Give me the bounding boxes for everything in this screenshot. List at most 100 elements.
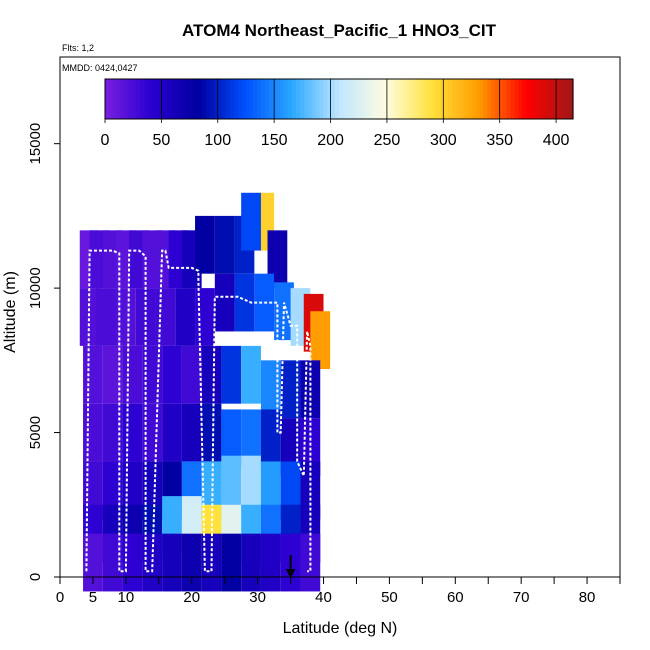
heatmap-cell — [175, 288, 196, 346]
colorbar-swatch — [502, 79, 508, 119]
colorbar-swatch — [331, 79, 336, 119]
heatmap-cell — [280, 360, 301, 419]
colorbar-tick-label: 350 — [486, 132, 513, 149]
colorbar-swatch — [487, 79, 492, 119]
colorbar-swatch — [389, 79, 395, 119]
colorbar-swatch — [116, 79, 122, 119]
heatmap-cell — [300, 533, 321, 592]
colorbar-swatch — [409, 79, 414, 119]
colorbar-swatch — [491, 79, 496, 119]
heatmap-cell — [214, 273, 235, 332]
colorbar-swatch — [440, 79, 445, 119]
colorbar-swatch — [319, 79, 324, 119]
colorbar-swatch — [151, 79, 157, 119]
x-axis-tick-label: 10 — [118, 589, 135, 606]
colorbar-swatch — [459, 79, 465, 119]
heatmap-cell — [241, 345, 261, 404]
x-axis: 0 5 10 20 30 40 50 60 70 80 — [56, 577, 621, 606]
colorbar-tick-label: 200 — [317, 132, 344, 149]
heatmap-cell — [201, 403, 222, 462]
colorbar-swatch — [155, 79, 161, 119]
y-axis-label: Altitude (m) — [2, 271, 19, 353]
colorbar-swatch — [268, 79, 274, 119]
colorbar-swatch — [358, 79, 363, 119]
x-axis-tick-label: 30 — [249, 589, 266, 606]
plot-frame — [59, 56, 621, 578]
heatmap-cell — [102, 403, 123, 462]
colorbar-swatch — [284, 79, 289, 119]
colorbar-tick-label: 250 — [374, 132, 401, 149]
colorbar-swatch — [420, 79, 426, 119]
x-axis-tick-label: 50 — [381, 589, 398, 606]
heatmap-cell — [310, 311, 331, 369]
x-axis-tick-label: 70 — [513, 589, 530, 606]
heatmap-cell — [241, 455, 261, 514]
colorbar-swatch — [522, 79, 527, 119]
colorbar-swatch — [417, 79, 422, 119]
colorbar-swatch — [136, 79, 141, 119]
colorbar-swatch — [214, 79, 219, 119]
y-axis-tick-label: 15000 — [27, 123, 44, 165]
colorbar-swatch — [428, 79, 434, 119]
colorbar-swatch — [327, 79, 332, 119]
colorbar-swatch — [405, 79, 410, 119]
colorbar-swatch — [514, 79, 519, 119]
colorbar-swatch — [456, 79, 461, 119]
colorbar-swatch — [218, 79, 223, 119]
heatmap-cell — [221, 409, 242, 468]
colorbar-swatch — [366, 79, 371, 119]
colorbar-swatch — [292, 79, 297, 119]
colorbar-swatch — [432, 79, 438, 119]
colorbar-swatch — [569, 79, 574, 119]
x-axis-tick-label: 80 — [579, 589, 596, 606]
colorbar-swatch — [144, 79, 149, 119]
heatmap-cell — [195, 215, 215, 274]
colorbar-swatch — [354, 79, 360, 119]
colorbar-swatch — [190, 79, 196, 119]
colorbar-swatch — [280, 79, 285, 119]
colorbar-swatch — [561, 79, 566, 119]
heatmap-cell — [234, 273, 255, 332]
colorbar-swatch — [175, 79, 180, 119]
colorbar-swatch — [253, 79, 258, 119]
flights-label: Flts: 1,2 — [62, 43, 94, 53]
colorbar-swatch — [362, 79, 367, 119]
heatmap-cell — [260, 360, 281, 419]
colorbar-tick-label: 300 — [430, 132, 457, 149]
colorbar-swatch — [179, 79, 184, 119]
colorbar-swatch — [495, 79, 500, 119]
colorbar-swatch — [264, 79, 270, 119]
colorbar-swatch — [374, 79, 379, 119]
colorbar-swatch — [249, 79, 254, 119]
colorbar-swatch — [385, 79, 391, 119]
heatmap-cell — [116, 288, 136, 346]
x-axis-tick-label: 0 — [56, 589, 64, 606]
colorbar-swatch — [124, 79, 129, 119]
colorbar-tick-label: 150 — [261, 132, 288, 149]
x-axis-tick-label: 5 — [89, 589, 97, 606]
heatmap-cell — [162, 345, 182, 404]
colorbar-swatch — [120, 79, 126, 119]
colorbar-swatch — [296, 79, 301, 119]
colorbar-swatch — [401, 79, 406, 119]
colorbar-swatch — [300, 79, 305, 119]
position-arrow — [285, 555, 296, 578]
colorbar-swatch — [370, 79, 375, 119]
heatmap-cell — [102, 345, 123, 404]
heatmap-cell — [214, 215, 235, 274]
colorbar-swatch — [315, 79, 321, 119]
heatmap-cell — [162, 403, 182, 462]
colorbar-swatch — [518, 79, 523, 119]
y-axis-tick-label: 0 — [27, 573, 44, 581]
colorbar-swatch — [479, 79, 484, 119]
colorbar-swatch — [159, 79, 165, 119]
colorbar-swatch — [526, 79, 531, 119]
colorbar-swatch — [397, 79, 402, 119]
colorbar-swatch — [171, 79, 176, 119]
colorbar-swatch — [335, 79, 340, 119]
colorbar-swatch — [163, 79, 168, 119]
chart-title: ATOM4 Northeast_Pacific_1 HNO3_CIT — [182, 21, 497, 40]
colorbar-swatch — [132, 79, 137, 119]
heatmap-cell — [122, 345, 143, 404]
heatmap-cell — [83, 345, 103, 404]
